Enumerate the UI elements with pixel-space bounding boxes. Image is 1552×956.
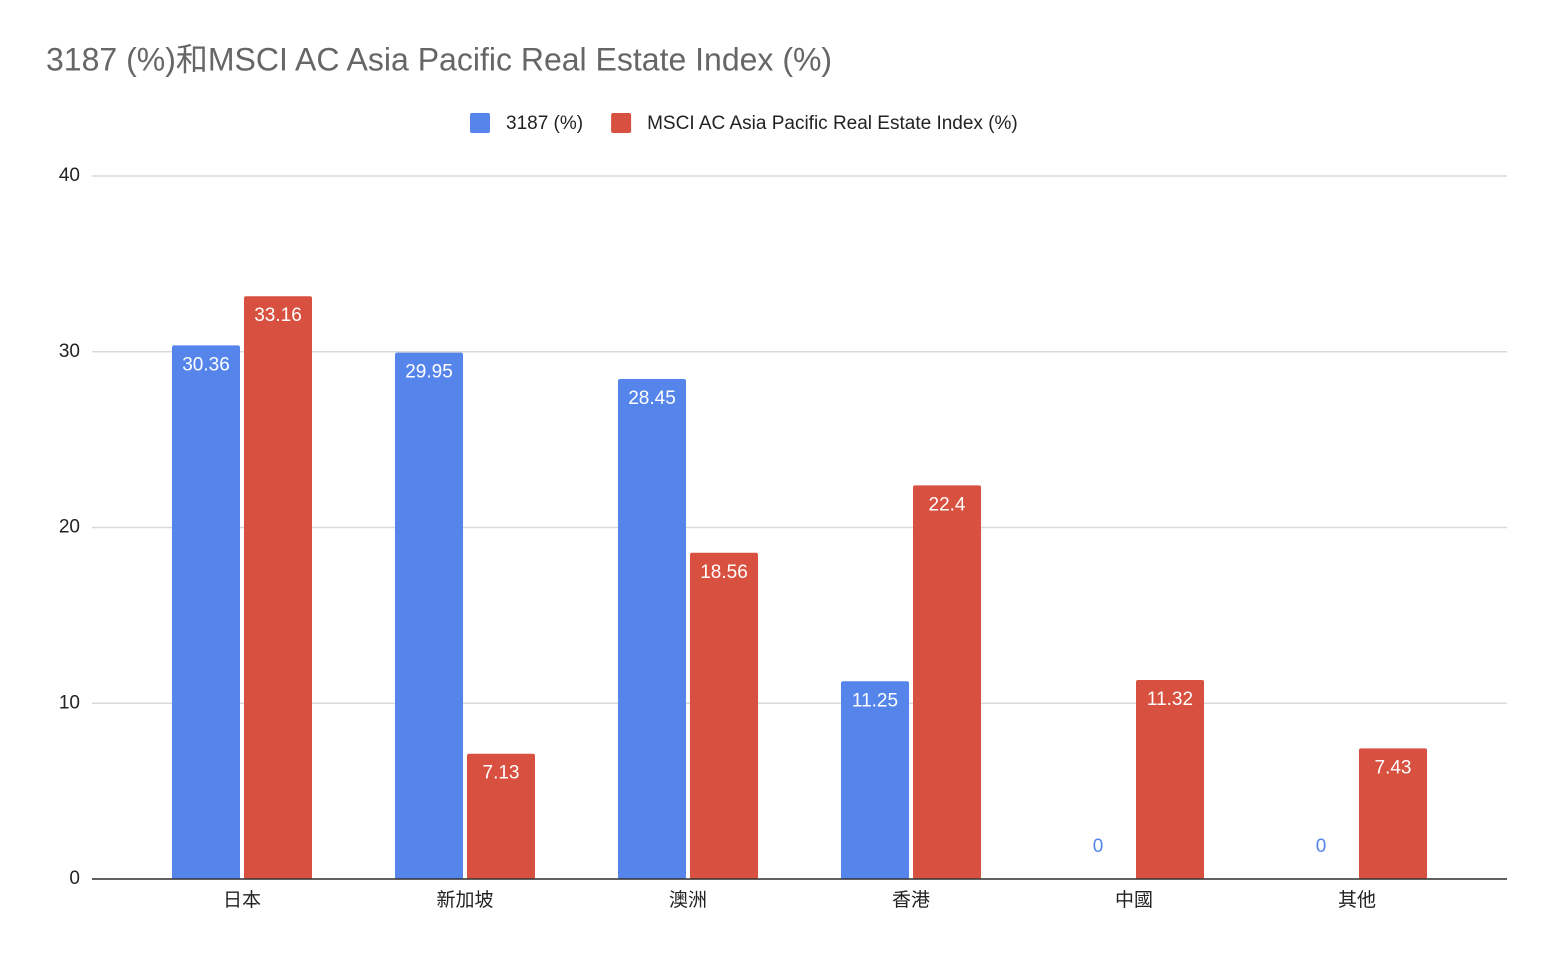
value-label: 22.4: [929, 494, 966, 515]
value-label: 0: [1316, 836, 1327, 857]
bar: [841, 681, 909, 879]
bar: [913, 485, 981, 879]
value-label: 11.25: [852, 690, 898, 711]
y-tick-label: 40: [59, 165, 80, 186]
x-tick-label: 新加坡: [436, 889, 493, 911]
y-tick-label: 30: [59, 341, 80, 362]
y-tick-label: 20: [59, 517, 80, 538]
value-label: 28.45: [628, 388, 676, 409]
value-label: 7.13: [483, 763, 520, 784]
bar: [395, 352, 463, 879]
value-label: 11.32: [1147, 689, 1193, 710]
legend-swatch: [611, 113, 632, 133]
x-tick-label: 中國: [1115, 889, 1153, 911]
x-tick-label: 日本: [223, 889, 261, 911]
value-label: 18.56: [700, 562, 748, 583]
bar: [467, 753, 535, 879]
value-label: 7.43: [1375, 757, 1412, 778]
x-tick-label: 澳洲: [669, 889, 707, 911]
y-tick-label: 10: [59, 692, 80, 713]
bar: [690, 552, 758, 879]
value-label: 33.16: [254, 305, 302, 326]
legend-swatch: [470, 113, 490, 133]
bar: [618, 378, 686, 879]
bar: [1359, 748, 1427, 879]
legend-label: MSCI AC Asia Pacific Real Estate Index (…: [647, 113, 1018, 134]
bar: [172, 345, 240, 880]
value-label: 0: [1093, 836, 1104, 857]
chart-title: 3187 (%)和MSCI AC Asia Pacific Real Estat…: [46, 41, 832, 77]
value-label: 30.36: [182, 354, 230, 375]
x-tick-label: 其他: [1338, 889, 1376, 911]
bar: [1136, 680, 1204, 879]
legend-label: 3187 (%): [506, 113, 583, 134]
value-label: 29.95: [405, 362, 453, 383]
y-tick-label: 0: [69, 868, 80, 889]
x-tick-label: 香港: [892, 889, 930, 911]
bar: [244, 296, 312, 879]
